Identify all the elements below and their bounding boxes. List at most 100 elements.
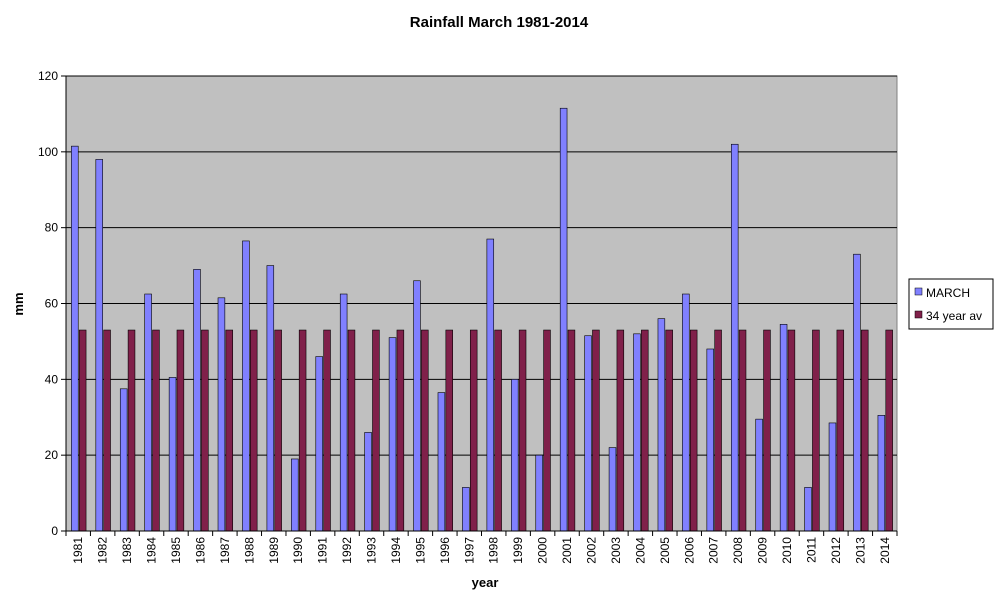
x-tick-label: 2000 (536, 537, 550, 564)
bar-march (559, 107, 568, 532)
x-tick-label: 1988 (242, 537, 256, 564)
x-tick-label: 1987 (218, 537, 232, 564)
x-tick-label: 1996 (438, 537, 452, 564)
bar-average (763, 329, 771, 532)
legend-box (908, 278, 994, 330)
bar-march (511, 379, 519, 532)
bar-march (168, 377, 177, 532)
x-tick-label: 2002 (584, 537, 598, 564)
bar-average (616, 329, 625, 532)
bar-average (567, 329, 576, 532)
bar-average (421, 329, 429, 532)
x-tick-label: 2008 (731, 537, 745, 564)
chart-title: Rainfall March 1981-2014 (410, 14, 589, 31)
legend-swatch-march (914, 287, 923, 296)
bar-march (413, 280, 421, 532)
bar-march (462, 487, 470, 532)
x-tick-label: 1993 (365, 537, 379, 564)
x-tick-label: 1998 (487, 537, 501, 564)
x-tick-label: 1997 (462, 537, 476, 564)
bar-march (119, 388, 128, 532)
legend: MARCH 34 year av (908, 278, 994, 330)
bar-march (437, 392, 446, 532)
y-tick-label: 120 (38, 69, 58, 83)
bar-average (152, 329, 160, 532)
bar-average (689, 329, 698, 532)
x-tick-label: 1986 (193, 537, 207, 564)
bar-march (682, 293, 690, 532)
bar-march (828, 422, 837, 532)
x-tick-label: 1989 (267, 537, 281, 564)
x-tick-label: 1999 (511, 537, 525, 564)
bar-average (347, 329, 356, 532)
bar-march (730, 143, 739, 532)
x-tick-label: 2011 (804, 537, 818, 563)
x-tick-label: 2013 (853, 537, 867, 564)
bar-average (445, 329, 453, 532)
bar-average (836, 329, 845, 532)
bar-march (144, 293, 152, 532)
bar-average (201, 329, 209, 532)
bar-average (323, 329, 331, 532)
bar-average (738, 329, 747, 532)
x-tick-label: 2014 (878, 537, 892, 564)
y-tick-label: 60 (45, 297, 59, 311)
y-axis-title: mm (11, 292, 26, 315)
bar-march (853, 253, 861, 532)
x-tick-label: 2010 (780, 537, 794, 564)
y-tick-label: 100 (38, 145, 58, 159)
x-tick-label: 2003 (609, 537, 623, 564)
bar-march (95, 159, 103, 532)
bar-average (861, 329, 869, 532)
x-tick-label: 2007 (707, 537, 721, 564)
bar-average (78, 329, 87, 532)
bar-average (372, 329, 380, 532)
x-tick-label: 1994 (389, 537, 403, 564)
bar-average (714, 329, 722, 532)
x-tick-label: 1992 (340, 537, 354, 564)
bar-march (584, 335, 592, 532)
x-tick-label: 1982 (96, 537, 110, 564)
bar-average (518, 329, 527, 532)
bar-average (543, 329, 551, 532)
bar-average (641, 329, 649, 532)
bar-average (592, 329, 600, 532)
x-tick-label: 1984 (145, 537, 159, 564)
x-tick-label: 2001 (560, 537, 574, 564)
x-tick-label: 2006 (682, 537, 696, 564)
bar-march (706, 348, 714, 532)
bar-average (469, 329, 478, 532)
bar-march (535, 454, 543, 532)
x-tick-label: 1995 (413, 537, 427, 564)
bar-average (787, 329, 796, 532)
bar-average (103, 329, 111, 532)
y-axis: 0 20 40 60 80 100 120 (38, 69, 67, 538)
x-tick-label: 2012 (829, 537, 843, 564)
bar-march (315, 356, 323, 532)
bar-average (812, 329, 820, 532)
bar-average (176, 329, 185, 532)
x-tick-label: 1990 (291, 537, 305, 564)
y-tick-label: 80 (45, 221, 59, 235)
bar-average (665, 329, 673, 532)
bar-march (755, 418, 763, 532)
bar-march (291, 458, 299, 532)
bar-march (266, 265, 275, 532)
bar-march (486, 238, 495, 532)
bar-march (633, 333, 641, 532)
bar-march (217, 297, 226, 532)
x-axis-title: year (472, 575, 499, 590)
x-tick-label: 1981 (71, 537, 85, 564)
legend-swatch-average (914, 310, 923, 319)
x-tick-label: 2004 (633, 537, 647, 564)
y-tick-label: 20 (45, 448, 59, 462)
x-tick-label: 1991 (316, 537, 330, 564)
bar-average (298, 329, 307, 532)
bar-march (71, 145, 79, 532)
x-tick-label: 2009 (756, 537, 770, 564)
legend-label-march: MARCH (926, 286, 970, 300)
legend-label-average: 34 year av (926, 309, 982, 323)
y-tick-label: 0 (51, 524, 58, 538)
bar-average (250, 329, 258, 532)
